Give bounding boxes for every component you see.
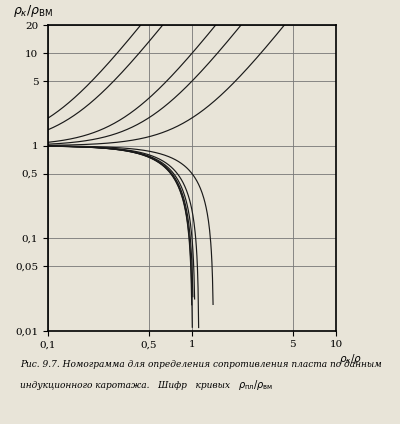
- Text: Рис. 9.7. Номограмма для определения сопротивления пласта по данным: Рис. 9.7. Номограмма для определения соп…: [20, 360, 382, 369]
- Text: индукционного каротажа.   Шифр   кривых: индукционного каротажа. Шифр кривых: [20, 381, 230, 390]
- Text: $\rho_{\rm пл}/\rho_{\rm вм}$: $\rho_{\rm пл}/\rho_{\rm вм}$: [238, 378, 273, 392]
- Text: $\rho_\kappa/\rho$: $\rho_\kappa/\rho$: [339, 352, 362, 366]
- Text: $\rho_\kappa/\rho_{\rm BM}$: $\rho_\kappa/\rho_{\rm BM}$: [14, 3, 54, 20]
